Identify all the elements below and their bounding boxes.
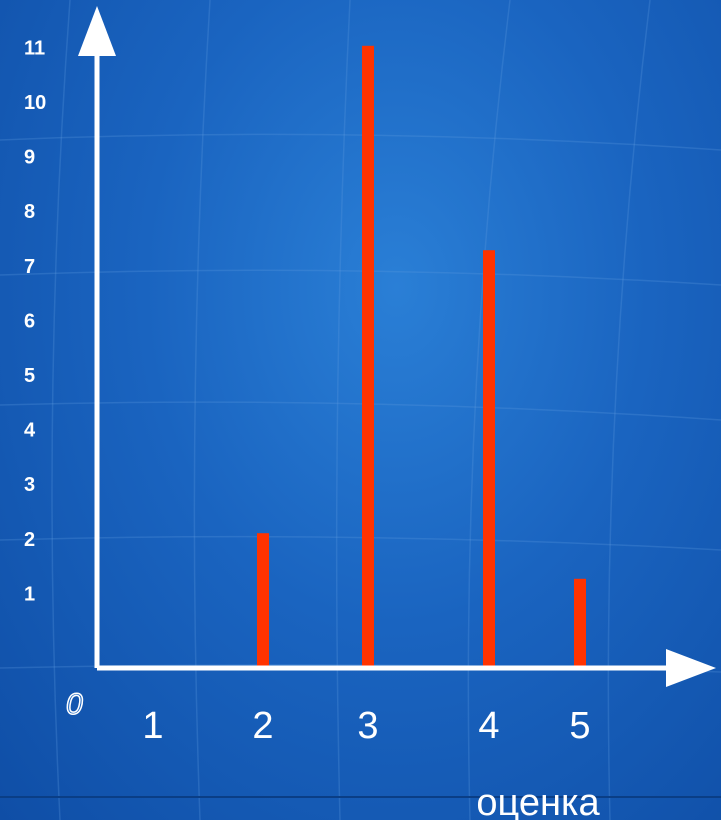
y-tick-label: 11: [24, 37, 45, 59]
y-tick-label: 2: [24, 529, 35, 551]
y-tick-label: 1: [24, 583, 35, 605]
x-axis-ticks: 1 2 3 4 5: [142, 705, 590, 747]
y-tick-label: 8: [24, 201, 35, 223]
bars: [257, 45, 586, 669]
x-tick-label: 2: [252, 705, 273, 747]
y-tick-label: 3: [24, 474, 35, 496]
x-tick-label: 5: [569, 705, 590, 747]
bar-5: [574, 578, 586, 668]
y-tick-label: 5: [24, 365, 35, 387]
bar-2: [257, 533, 269, 668]
x-tick-label: 1: [142, 705, 163, 747]
y-tick-label: 6: [24, 310, 35, 332]
y-tick-label: 7: [24, 256, 35, 278]
y-tick-label: 4: [24, 420, 36, 442]
bar-3: [362, 45, 374, 669]
x-tick-label: 4: [478, 705, 499, 747]
y-axis-ticks: 1 2 3 4 5 6 7 8 9 10 11: [24, 37, 46, 605]
bar-4: [483, 250, 495, 668]
origin-label: 0: [66, 688, 83, 721]
x-tick-label: 3: [357, 705, 378, 747]
y-axis-arrow: [78, 6, 116, 56]
y-tick-label: 10: [24, 92, 46, 114]
y-tick-label: 9: [24, 147, 35, 169]
x-axis-arrow: [666, 649, 716, 687]
axes: [78, 6, 716, 687]
x-axis-label: оценка: [476, 782, 600, 820]
